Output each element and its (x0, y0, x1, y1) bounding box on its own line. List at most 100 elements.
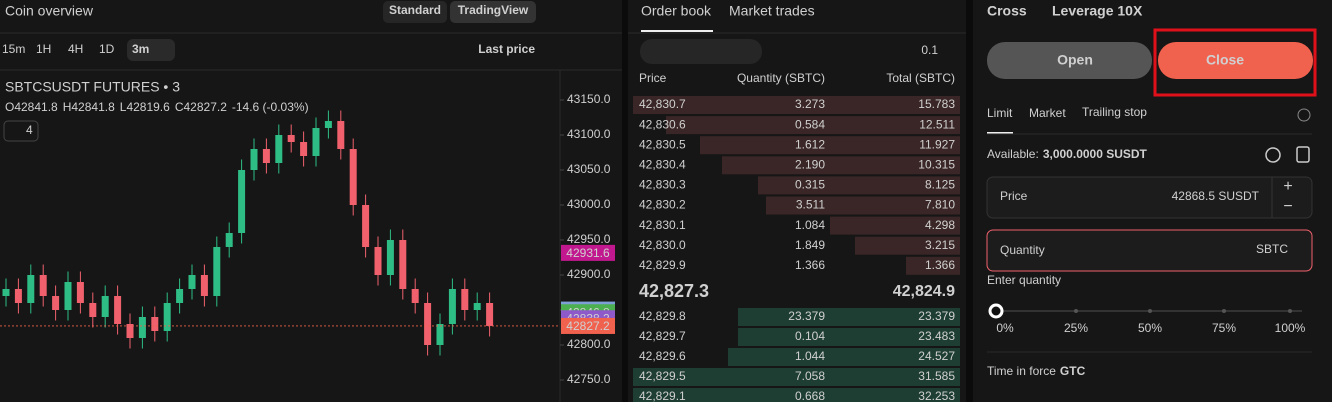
y-tick-label: 42950.0 (567, 232, 611, 246)
minus-icon[interactable]: − (1283, 198, 1292, 215)
price[interactable]: 42,830.3 (639, 178, 686, 192)
total: 3.215 (925, 238, 955, 252)
candle-body (486, 303, 494, 326)
quantity: 7.058 (795, 369, 825, 383)
calculator-icon[interactable] (1296, 146, 1310, 163)
candle-body (200, 275, 208, 296)
quantity: 0.315 (795, 178, 825, 192)
quantity: 23.379 (788, 309, 825, 323)
interval[interactable]: 15m (2, 42, 25, 56)
depth-bar (766, 196, 960, 215)
close-button[interactable] (1158, 42, 1313, 79)
candle-body (213, 247, 221, 296)
price-tag (561, 317, 615, 334)
interval[interactable]: 1D (99, 42, 115, 56)
slider-label: 100% (1275, 321, 1306, 335)
highlight-box (1153, 28, 1317, 97)
candle-body (151, 317, 159, 331)
total: 15.783 (918, 97, 955, 111)
open-button[interactable] (987, 42, 1152, 79)
price[interactable]: 42,830.7 (639, 97, 686, 111)
price-tag-label: 42827.2 (566, 319, 610, 333)
quantity: 1.084 (795, 218, 825, 232)
quantity: 1.612 (795, 137, 825, 151)
precision[interactable]: 0.1 (921, 43, 938, 57)
tab[interactable]: Order book (641, 3, 712, 19)
order-type[interactable]: Limit (987, 106, 1013, 120)
price-input[interactable] (986, 176, 1313, 219)
margin-mode[interactable]: Cross (987, 3, 1027, 19)
order-type[interactable]: Market (1029, 106, 1066, 120)
interval[interactable]: 1H (36, 42, 51, 56)
chart-panel (0, 0, 622, 402)
total: 24.527 (918, 349, 955, 363)
button-label[interactable]: Close (1206, 52, 1244, 68)
price[interactable]: 42,830.5 (639, 137, 686, 151)
total: 12.511 (919, 117, 955, 131)
y-tick-label: 43150.0 (567, 92, 611, 106)
quantity: 1.849 (795, 238, 825, 252)
candle-body (238, 170, 246, 233)
y-tick-label: 43050.0 (567, 162, 611, 176)
candle-body (52, 296, 60, 310)
total: 31.585 (918, 369, 955, 383)
slider-thumb[interactable] (988, 303, 1004, 319)
candle-body (275, 135, 283, 163)
depth-bar (855, 236, 960, 255)
last-price: 42,827.3 (639, 281, 709, 301)
mark-price: 42,824.9 (893, 283, 955, 300)
layout-switch[interactable] (640, 39, 762, 64)
price[interactable]: 42,829.9 (639, 258, 686, 272)
quantity: 1.366 (795, 258, 825, 272)
indicator-box[interactable] (3, 120, 39, 142)
plus-icon[interactable]: + (1283, 178, 1292, 195)
swap-icon[interactable] (1265, 147, 1281, 163)
interval-pill[interactable] (127, 39, 175, 61)
tif-label: Time in force (987, 364, 1056, 378)
depth-bar (738, 308, 960, 326)
candle-body (262, 149, 270, 163)
depth-bar (633, 368, 960, 386)
depth-bar (758, 176, 960, 195)
candle-body (101, 296, 109, 317)
price[interactable]: 42,829.7 (639, 329, 686, 343)
interval[interactable]: 4H (68, 42, 83, 56)
column-header: Price (639, 71, 667, 85)
price[interactable]: 42,830.6 (639, 117, 686, 131)
info-icon[interactable] (1297, 108, 1311, 122)
price[interactable]: 42,830.2 (639, 198, 686, 212)
depth-bar (633, 96, 960, 114)
tab[interactable]: Market trades (729, 3, 815, 19)
price[interactable]: 42,829.1 (639, 389, 686, 402)
price[interactable]: 42,830.4 (639, 157, 686, 171)
tab[interactable]: TradingView (458, 3, 529, 17)
interval[interactable]: 3m (132, 42, 149, 56)
price[interactable]: 42,830.1 (639, 218, 686, 232)
ohlc-label: H42841.8 (63, 100, 115, 114)
price[interactable]: 42,829.5 (639, 369, 686, 383)
candle-body (349, 149, 357, 205)
price-tag-label: 42931.6 (566, 246, 610, 260)
available-label: Available: (987, 147, 1039, 161)
button-label[interactable]: Open (1057, 52, 1093, 68)
error-text: Enter quantity (987, 273, 1061, 287)
total: 32.253 (918, 389, 955, 402)
unit[interactable]: SBTC (1256, 242, 1288, 256)
price[interactable]: 42,830.0 (639, 238, 686, 252)
tab-bg[interactable] (450, 1, 536, 23)
price[interactable]: 42,829.6 (639, 349, 686, 363)
quantity-input[interactable] (986, 229, 1313, 272)
depth-bar (700, 136, 960, 155)
candle-body (424, 303, 432, 345)
candle-body (324, 121, 332, 128)
y-tick-label: 42800.0 (567, 337, 611, 351)
candle-body (362, 205, 370, 247)
tif-value[interactable]: GTC (1060, 364, 1086, 378)
tab-bg[interactable] (383, 1, 447, 23)
tab[interactable]: Standard (389, 3, 441, 17)
leverage[interactable]: Leverage 10X (1052, 3, 1143, 19)
price[interactable]: 42,829.8 (639, 309, 686, 323)
slider-label: 50% (1138, 321, 1162, 335)
order-type[interactable]: Trailing stop (1082, 105, 1147, 119)
price-type[interactable]: Last price (478, 42, 535, 56)
